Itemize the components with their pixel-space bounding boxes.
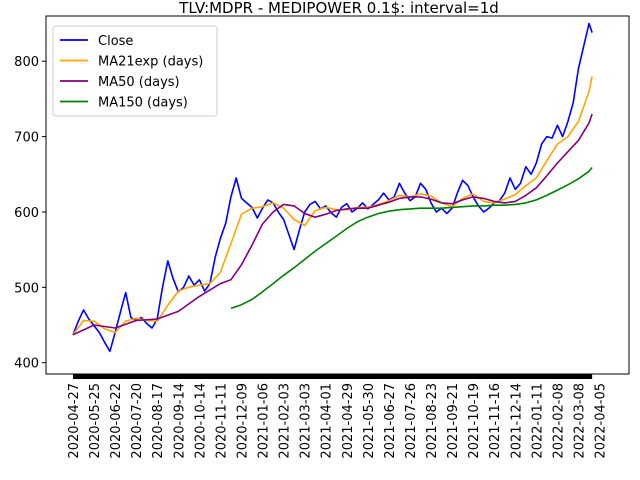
series-line-ma50-days	[72, 113, 593, 336]
legend-label: MA50 (days)	[98, 75, 180, 90]
legend-label: MA150 (days)	[98, 96, 188, 111]
y-axis: 400 500 600 700 800	[14, 55, 46, 372]
legend-label: Close	[98, 34, 133, 49]
x-tick-label: 2021-03-03	[299, 383, 314, 459]
series-line-ma150-days	[230, 166, 593, 310]
x-tick-label: 2020-10-14	[193, 383, 208, 459]
x-tick-label: 2021-01-06	[257, 383, 272, 459]
x-tick-label: 2021-07-26	[404, 383, 419, 459]
x-tick-label: 2020-05-25	[88, 383, 103, 459]
x-tick-label: 2021-11-16	[488, 383, 503, 459]
series-layer	[72, 22, 593, 353]
y-tick-label: 600	[14, 206, 39, 221]
legend: Close MA21exp (days) MA50 (days) MA150 (day…	[52, 25, 218, 117]
y-tick-label: 500	[14, 281, 39, 296]
x-tick-label: 2020-11-11	[214, 383, 229, 459]
y-tick-label: 800	[14, 55, 39, 70]
x-tick-label: 2022-04-05	[594, 383, 609, 459]
x-tick-label: 2021-04-29	[341, 383, 356, 459]
y-tick-label: 400	[14, 357, 39, 372]
x-tick-label: 2021-10-19	[467, 383, 482, 459]
x-tick-label: 2021-12-14	[509, 383, 524, 459]
legend-label: MA21exp (days)	[98, 55, 203, 70]
x-tick-label: 2021-04-01	[320, 383, 335, 459]
x-tick-band	[73, 374, 593, 379]
chart-title: TLV:MDPR - MEDIPOWER 0.1$: interval=1d	[178, 0, 499, 17]
x-axis: 2020-04-27 2020-05-25 2020-06-22 2020-07-20…	[67, 374, 609, 459]
x-tick-label: 2021-05-30	[362, 383, 377, 459]
y-tick-label: 700	[14, 131, 39, 146]
x-tick-label: 2022-01-11	[530, 383, 545, 459]
x-tick-label: 2020-06-22	[109, 383, 124, 459]
x-tick-label: 2020-09-14	[172, 383, 187, 459]
x-tick-label: 2021-02-03	[278, 383, 293, 459]
x-tick-label: 2020-04-27	[67, 383, 82, 459]
x-tick-label: 2021-09-21	[446, 383, 461, 459]
x-tick-label: 2022-02-08	[551, 383, 566, 459]
x-tick-label: 2021-06-27	[383, 383, 398, 459]
x-tick-label: 2020-08-17	[151, 383, 166, 459]
legend-box	[52, 25, 218, 117]
x-tick-label: 2021-08-23	[425, 383, 440, 459]
x-tick-label: 2020-07-20	[130, 383, 145, 459]
series-line-close	[72, 22, 593, 353]
x-tick-label: 2020-12-09	[235, 383, 250, 459]
x-tick-label: 2022-03-08	[572, 383, 587, 459]
